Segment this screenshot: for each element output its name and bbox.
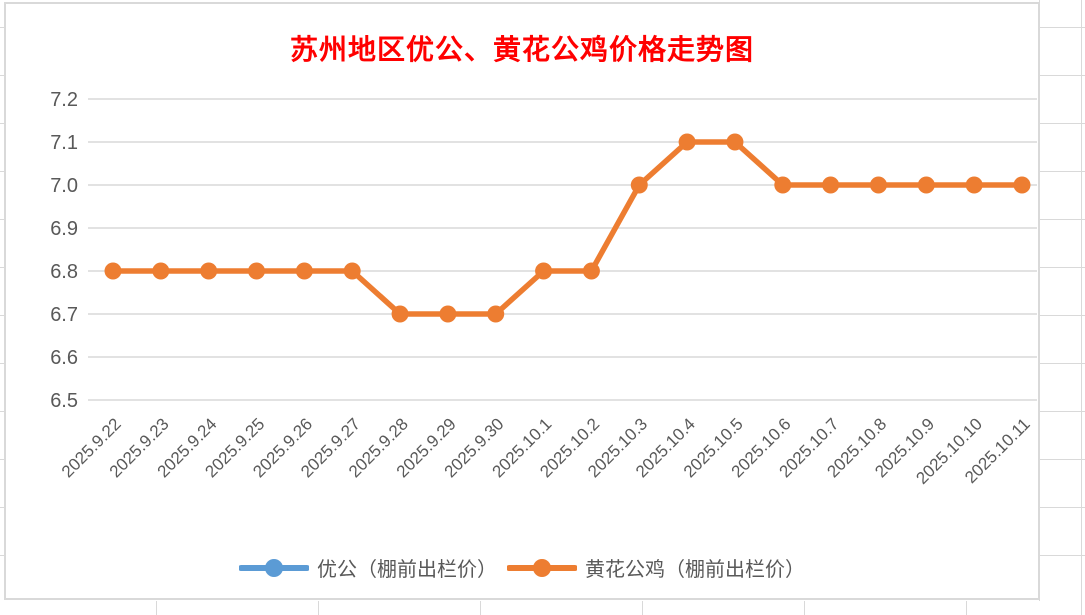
- worksheet-gridlines-left: [0, 0, 4, 615]
- data-point-marker: [487, 305, 505, 323]
- data-point-marker: [1013, 176, 1031, 194]
- legend-marker-huanghua-icon: [507, 558, 577, 577]
- data-point-marker: [965, 176, 983, 194]
- data-point-marker: [917, 176, 935, 194]
- legend-item-huanghua[interactable]: 黄花公鸡（棚前出栏价）: [507, 553, 805, 582]
- data-point-marker: [343, 262, 361, 280]
- data-point-marker: [726, 133, 744, 151]
- legend-label-yougong: 优公（棚前出栏价）: [317, 559, 497, 581]
- data-point-marker: [200, 262, 218, 280]
- chart-title: 苏州地区优公、黄花公鸡价格走势图: [289, 33, 754, 66]
- legend-marker-yougong-icon: [239, 558, 309, 577]
- data-point-marker: [582, 262, 600, 280]
- data-point-marker: [439, 305, 457, 323]
- data-point-marker: [869, 176, 887, 194]
- y-axis-tick-label: 6.8: [50, 261, 78, 283]
- data-point-marker: [822, 176, 840, 194]
- data-point-marker: [104, 262, 122, 280]
- data-point-marker: [152, 262, 170, 280]
- y-axis-tick-label: 6.6: [50, 347, 78, 369]
- worksheet-gridlines-bottom: [0, 601, 1040, 615]
- data-point-marker: [248, 262, 266, 280]
- legend-label-huanghua: 黄花公鸡（棚前出栏价）: [585, 559, 805, 581]
- y-axis-tick-label: 6.9: [50, 218, 78, 240]
- legend-item-yougong[interactable]: 优公（棚前出栏价）: [239, 553, 497, 582]
- plot-area: 7.27.17.06.96.86.76.66.52025.9.222025.9.…: [50, 89, 1037, 488]
- y-axis-tick-label: 7.1: [50, 132, 78, 154]
- data-point-marker: [678, 133, 696, 151]
- y-axis-tick-label: 6.7: [50, 304, 78, 326]
- worksheet-column-border: [1081, 0, 1082, 615]
- data-point-marker: [774, 176, 792, 194]
- price-trend-chart[interactable]: 7.2 7.1 7.0 6.9 6.8 6.7 6.6 6.5 2025.9.22 2025.9.…: [4, 2, 1040, 600]
- worksheet-gridlines-right: [1039, 0, 1085, 615]
- data-point-marker: [535, 262, 553, 280]
- chart-legend: 优公（棚前出栏价） 黄花公鸡（棚前出栏价）: [6, 553, 1038, 582]
- data-point-marker: [391, 305, 409, 323]
- y-axis-tick-label: 6.5: [50, 390, 78, 412]
- data-point-marker: [630, 176, 648, 194]
- data-point-marker: [295, 262, 313, 280]
- y-axis-tick-label: 7.0: [50, 175, 78, 197]
- y-axis-tick-label: 7.2: [50, 89, 78, 111]
